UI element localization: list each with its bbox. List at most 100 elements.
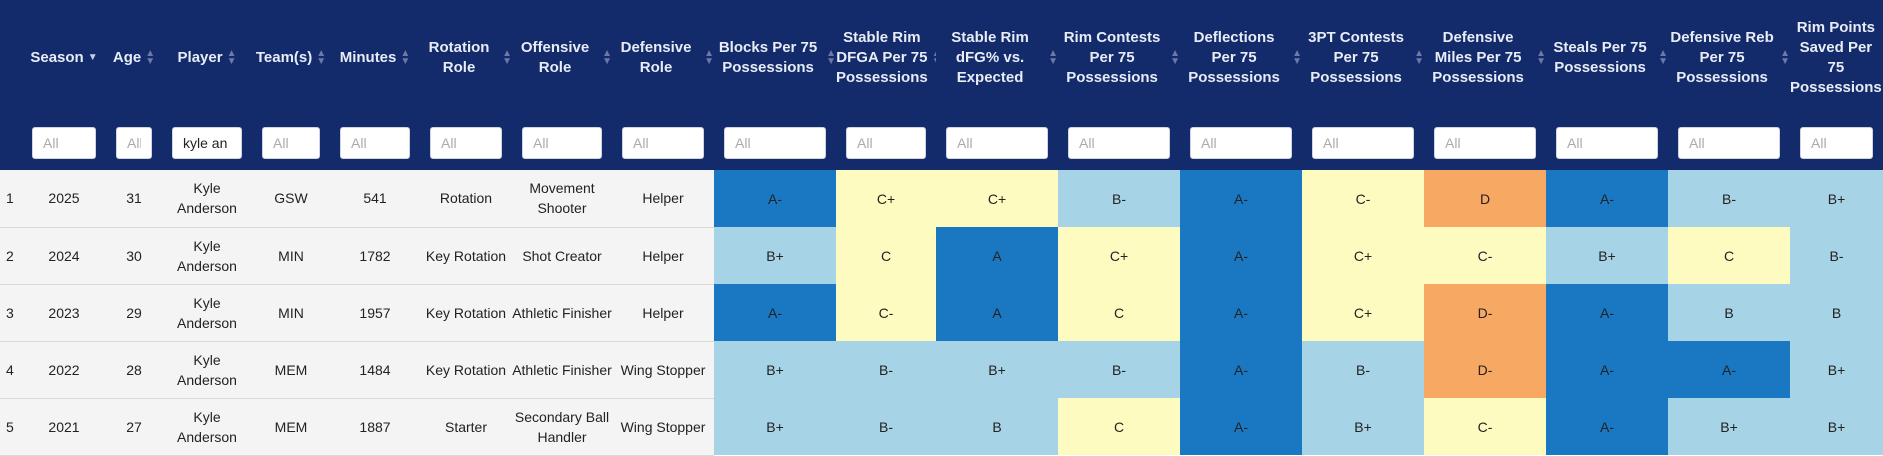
- sort-icon[interactable]: ▲▼: [1536, 47, 1546, 67]
- grade-cell: B+: [1790, 398, 1883, 455]
- column-header-defensive-reb-per-75-possessions[interactable]: Defensive Reb Per 75 Possessions ▲ ▼: [1668, 0, 1790, 115]
- defensive-role-cell: Helper: [612, 170, 714, 228]
- grade-cell: B+: [1790, 341, 1883, 398]
- filter-input-rim-contests-per-75-possessions[interactable]: [1068, 126, 1170, 159]
- filter-input-stable-rim-dfga-per-75-possessions[interactable]: [846, 126, 926, 159]
- column-header-rotation-role[interactable]: Rotation Role ▲ ▼: [420, 0, 512, 115]
- row-index: 5: [0, 398, 22, 456]
- grade-cell: C-: [836, 284, 936, 341]
- column-header-minutes[interactable]: Minutes ▲ ▼: [330, 0, 420, 115]
- column-header-player[interactable]: Player ▲ ▼: [162, 0, 252, 115]
- column-header-label: Stable Rim DFGA Per 75 Possessions: [836, 28, 928, 86]
- column-header-stable-rim-dfga-per-75-possessions[interactable]: Stable Rim DFGA Per 75 Possessions▲▼: [836, 0, 942, 115]
- filter-input-defensive-reb-per-75-possessions[interactable]: [1678, 126, 1780, 159]
- filter-input-defensive-miles-per-75-possessions[interactable]: [1434, 126, 1536, 159]
- column-header-defensive-miles-per-75-possessions[interactable]: Defensive Miles Per 75 Possessions ▲ ▼: [1424, 0, 1546, 115]
- sort-icon[interactable]: ▲▼: [1292, 47, 1302, 67]
- sort-icon[interactable]: ▲▼: [502, 47, 512, 67]
- column-header-label: Defensive Miles Per 75 Possessions: [1432, 28, 1524, 86]
- column-header-label: Rotation Role: [428, 38, 490, 76]
- column-header-season[interactable]: Season ▼: [22, 0, 106, 115]
- grade-cell: A-: [1180, 398, 1302, 455]
- minutes-cell: 541: [330, 170, 420, 228]
- filter-input-deflections-per-75-possessions[interactable]: [1190, 126, 1292, 159]
- sort-icon[interactable]: ▲▼: [1780, 47, 1790, 67]
- grade-cell: A-: [714, 284, 836, 341]
- filter-cell: [1668, 115, 1790, 170]
- column-header-rim-points-saved-per-75-possessions[interactable]: Rim Points Saved Per 75 Possessions▲▼: [1790, 0, 1883, 115]
- grade-cell: B+: [1668, 398, 1790, 455]
- table-row: 3 2023 29 Kyle Anderson MIN 1957 Key Rotation A…: [0, 284, 1883, 342]
- defensive-role-cell: Wing Stopper: [612, 398, 714, 456]
- filter-cell: [1058, 115, 1180, 170]
- grade-cell: B: [1790, 284, 1883, 341]
- sort-icon[interactable]: ▲▼: [400, 47, 411, 67]
- column-header-steals-per-75-possessions[interactable]: Steals Per 75 Possessions ▲ ▼: [1546, 0, 1668, 115]
- offensive-role-cell: Athletic Finisher: [512, 284, 612, 342]
- row-index: 4: [0, 341, 22, 399]
- sort-icon[interactable]: ▲▼: [316, 47, 327, 67]
- filter-input-team-s[interactable]: [262, 126, 320, 159]
- grade-cell: B+: [714, 341, 836, 398]
- offensive-role-cell: Shot Creator: [512, 227, 612, 285]
- sort-icon[interactable]: ▲▼: [602, 47, 612, 67]
- grade-cell: C+: [1058, 227, 1180, 284]
- filter-input-rotation-role[interactable]: [430, 126, 502, 159]
- grade-cell: B-: [836, 398, 936, 455]
- rotation-role-cell: Key Rotation: [420, 341, 512, 399]
- filter-input-3pt-contests-per-75-possessions[interactable]: [1312, 126, 1414, 159]
- filter-input-player[interactable]: [172, 126, 242, 159]
- table-row: 1 2025 31 Kyle Anderson GSW 541 Rotation Moveme…: [0, 170, 1883, 228]
- filter-input-defensive-role[interactable]: [622, 126, 704, 159]
- grade-cell: C+: [1302, 284, 1424, 341]
- column-header-blocks-per-75-possessions[interactable]: Blocks Per 75 Possessions ▲ ▼: [714, 0, 836, 115]
- filter-input-season[interactable]: [32, 126, 96, 159]
- defensive-role-cell: Helper: [612, 284, 714, 342]
- column-header-rim-contests-per-75-possessions[interactable]: Rim Contests Per 75 Possessions ▲ ▼: [1058, 0, 1180, 115]
- offensive-role-cell: Secondary Ball Handler: [512, 398, 612, 456]
- sort-icon[interactable]: ▲▼: [1170, 47, 1180, 67]
- sort-icon[interactable]: ▲▼: [1048, 47, 1058, 67]
- column-header-3pt-contests-per-75-possessions[interactable]: 3PT Contests Per 75 Possessions ▲ ▼: [1302, 0, 1424, 115]
- sort-icon[interactable]: ▲▼: [226, 47, 237, 67]
- sort-icon[interactable]: ▲▼: [826, 47, 836, 67]
- sort-icon[interactable]: ▲▼: [1414, 47, 1424, 67]
- column-header-deflections-per-75-possessions[interactable]: Deflections Per 75 Possessions ▲ ▼: [1180, 0, 1302, 115]
- grade-cell: D-: [1424, 341, 1546, 398]
- sort-icon[interactable]: ▲▼: [145, 47, 156, 67]
- sort-icon[interactable]: ▲▼: [1658, 47, 1668, 67]
- filter-input-age[interactable]: [116, 126, 152, 159]
- season-cell: 2022: [22, 341, 106, 399]
- column-header-label: 3PT Contests Per 75 Possessions: [1308, 28, 1404, 86]
- table-row: 4 2022 28 Kyle Anderson MEM 1484 Key Rotation A…: [0, 341, 1883, 399]
- column-header-offensive-role[interactable]: Offensive Role ▲ ▼: [512, 0, 612, 115]
- column-header-stable-rim-dfg-vs-expected[interactable]: Stable Rim dFG% vs. Expected ▲ ▼: [936, 0, 1058, 115]
- row-index: 1: [0, 170, 22, 228]
- column-header-age[interactable]: Age ▲ ▼: [106, 0, 162, 115]
- grade-cell: C: [1058, 284, 1180, 341]
- age-cell: 28: [106, 341, 162, 399]
- column-header-defensive-role[interactable]: Defensive Role ▲ ▼: [612, 0, 714, 115]
- sort-descending-icon[interactable]: ▼: [87, 51, 98, 63]
- column-header-team-s[interactable]: Team(s) ▲ ▼: [252, 0, 330, 115]
- grade-cell: B+: [714, 398, 836, 455]
- team-cell: MEM: [252, 398, 330, 456]
- filter-input-steals-per-75-possessions[interactable]: [1556, 126, 1658, 159]
- sort-icon[interactable]: ▲▼: [704, 47, 714, 67]
- filter-input-offensive-role[interactable]: [522, 126, 602, 159]
- season-cell: 2025: [22, 170, 106, 228]
- grade-cell: A-: [1546, 341, 1668, 398]
- defensive-role-cell: Helper: [612, 227, 714, 285]
- filter-cell: [162, 115, 252, 170]
- filter-input-rim-points-saved-per-75-possessions[interactable]: [1800, 126, 1873, 159]
- filter-input-blocks-per-75-possessions[interactable]: [724, 126, 826, 159]
- filter-input-minutes[interactable]: [340, 126, 410, 159]
- team-cell: MIN: [252, 227, 330, 285]
- grade-cell: C-: [1424, 227, 1546, 284]
- grade-cell: B: [1668, 284, 1790, 341]
- filter-input-stable-rim-dfg-vs-expected[interactable]: [946, 126, 1048, 159]
- filter-cell: [252, 115, 330, 170]
- grade-cell: A: [936, 227, 1058, 284]
- player-cell: Kyle Anderson: [162, 284, 252, 342]
- rotation-role-cell: Starter: [420, 398, 512, 456]
